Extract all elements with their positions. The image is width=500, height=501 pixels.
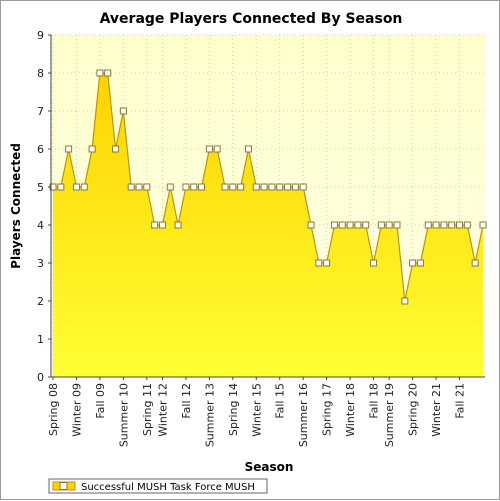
legend: Successful MUSH Task Force MUSH xyxy=(48,478,268,494)
data-point xyxy=(307,221,315,229)
x-tick-label: Spring 08 xyxy=(47,383,60,436)
data-point xyxy=(409,259,417,267)
data-point xyxy=(166,183,174,191)
data-point xyxy=(229,183,237,191)
data-point xyxy=(151,221,159,229)
y-tick-label: 2 xyxy=(37,295,44,308)
data-point xyxy=(57,183,65,191)
y-tick-label: 1 xyxy=(37,333,44,346)
x-tick-label: Spring 17 xyxy=(321,383,334,436)
data-point xyxy=(440,221,448,229)
y-tick-label: 6 xyxy=(37,143,44,156)
data-point xyxy=(448,221,456,229)
data-point xyxy=(72,183,80,191)
data-point xyxy=(346,221,354,229)
data-point xyxy=(213,145,221,153)
x-tick-label: Fall 18 xyxy=(368,383,381,419)
data-point xyxy=(291,183,299,191)
data-point xyxy=(370,259,378,267)
chart-title: Average Players Connected By Season xyxy=(100,11,403,27)
x-tick-label: Winter 21 xyxy=(430,383,443,437)
data-point xyxy=(338,221,346,229)
data-point xyxy=(158,221,166,229)
x-tick-label: Winter 09 xyxy=(70,383,83,437)
data-point xyxy=(244,145,252,153)
data-point xyxy=(190,183,198,191)
x-tick-label: Winter 15 xyxy=(250,383,263,437)
data-point xyxy=(330,221,338,229)
legend-label: Successful MUSH Task Force MUSH xyxy=(81,482,255,493)
data-point xyxy=(299,183,307,191)
data-point xyxy=(135,183,143,191)
x-tick-label: Spring 14 xyxy=(227,383,240,436)
x-tick-label: Summer 10 xyxy=(117,383,130,447)
data-point xyxy=(174,221,182,229)
data-point xyxy=(471,259,479,267)
data-point xyxy=(205,145,213,153)
y-tick-label: 5 xyxy=(37,181,44,194)
x-tick-label: Fall 15 xyxy=(274,383,287,419)
x-tick-label: Summer 16 xyxy=(297,383,310,447)
legend-marker xyxy=(59,482,68,490)
x-tick-label: Winter 12 xyxy=(156,383,169,437)
data-point xyxy=(463,221,471,229)
data-point xyxy=(479,221,487,229)
x-tick-label: Spring 20 xyxy=(407,383,420,436)
data-point xyxy=(323,259,331,267)
y-axis-label: Players Connected xyxy=(9,143,23,269)
data-point xyxy=(401,297,409,305)
data-point xyxy=(127,183,135,191)
data-point xyxy=(96,69,104,77)
data-point xyxy=(80,183,88,191)
data-point xyxy=(88,145,96,153)
series-area xyxy=(53,73,483,377)
data-point xyxy=(424,221,432,229)
x-tick-label: Fall 21 xyxy=(454,383,467,419)
data-point xyxy=(416,259,424,267)
data-point xyxy=(143,183,151,191)
x-tick-label: Summer 13 xyxy=(203,383,216,447)
x-tick-label: Fall 12 xyxy=(180,383,193,419)
data-point xyxy=(362,221,370,229)
data-point xyxy=(268,183,276,191)
data-point xyxy=(385,221,393,229)
data-point xyxy=(112,145,120,153)
data-point xyxy=(65,145,73,153)
data-point xyxy=(432,221,440,229)
y-tick-label: 7 xyxy=(37,105,44,118)
x-tick-label: Spring 11 xyxy=(141,383,154,436)
legend-box xyxy=(48,478,268,494)
data-point xyxy=(182,183,190,191)
data-point xyxy=(104,69,112,77)
x-tick-label: Winter 18 xyxy=(344,383,357,437)
data-point xyxy=(237,183,245,191)
data-point xyxy=(276,183,284,191)
data-point xyxy=(377,221,385,229)
x-tick-label: Summer 19 xyxy=(383,383,396,447)
data-point xyxy=(221,183,229,191)
y-tick-label: 8 xyxy=(37,67,44,80)
data-point xyxy=(119,107,127,115)
series-line xyxy=(53,72,484,302)
data-point xyxy=(315,259,323,267)
data-point xyxy=(252,183,260,191)
y-tick-label: 4 xyxy=(37,219,44,232)
data-point xyxy=(456,221,464,229)
y-tick-label: 0 xyxy=(37,371,44,384)
x-axis-label: Season xyxy=(245,460,294,474)
data-point xyxy=(284,183,292,191)
data-point xyxy=(354,221,362,229)
y-tick-label: 3 xyxy=(37,257,44,270)
y-tick-label: 9 xyxy=(37,29,44,42)
data-point xyxy=(198,183,206,191)
data-point xyxy=(260,183,268,191)
x-tick-label: Fall 09 xyxy=(94,383,107,419)
data-point xyxy=(393,221,401,229)
